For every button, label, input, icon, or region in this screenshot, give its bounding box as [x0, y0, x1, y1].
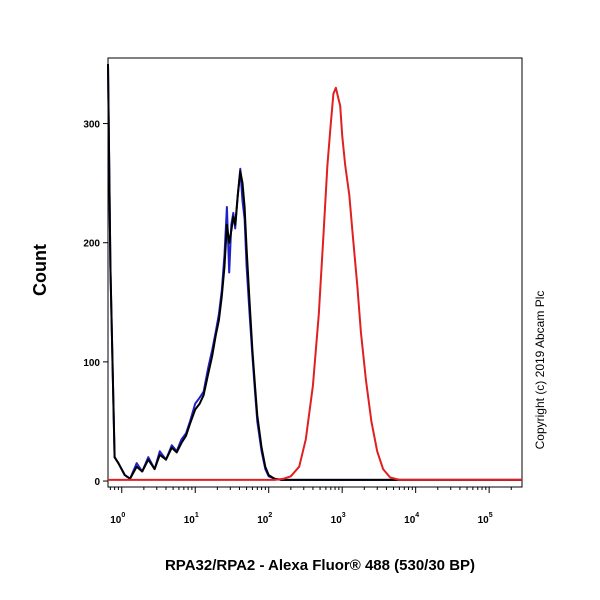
x-axis: 100 101 102 103 104 105	[109, 487, 512, 526]
series-line-2	[108, 86, 522, 481]
x-tick-label: 100	[110, 512, 125, 526]
y-axis-label: Count	[30, 244, 50, 296]
x-tick-label: 104	[404, 512, 419, 526]
x-axis-label: RPA32/RPA2 - Alexa Fluor® 488 (530/30 BP…	[165, 557, 475, 574]
copyright-annotation: Copyright (c) 2019 Abcam Plc	[533, 291, 547, 450]
x-tick-label: 105	[478, 512, 493, 526]
y-axis: 0 100 200 300	[83, 120, 108, 488]
x-tick-label: 103	[331, 512, 346, 526]
series-line-1	[107, 63, 522, 481]
plot-frame	[107, 57, 523, 488]
y-tick-label: 0	[94, 477, 100, 488]
y-tick-label: 300	[83, 120, 100, 131]
x-tick-label: 102	[257, 512, 272, 526]
series-layer	[107, 63, 522, 481]
y-tick-label: 100	[83, 358, 100, 369]
y-tick-label: 200	[83, 239, 100, 250]
series-line-0	[107, 63, 522, 481]
x-tick-label: 101	[184, 512, 199, 526]
